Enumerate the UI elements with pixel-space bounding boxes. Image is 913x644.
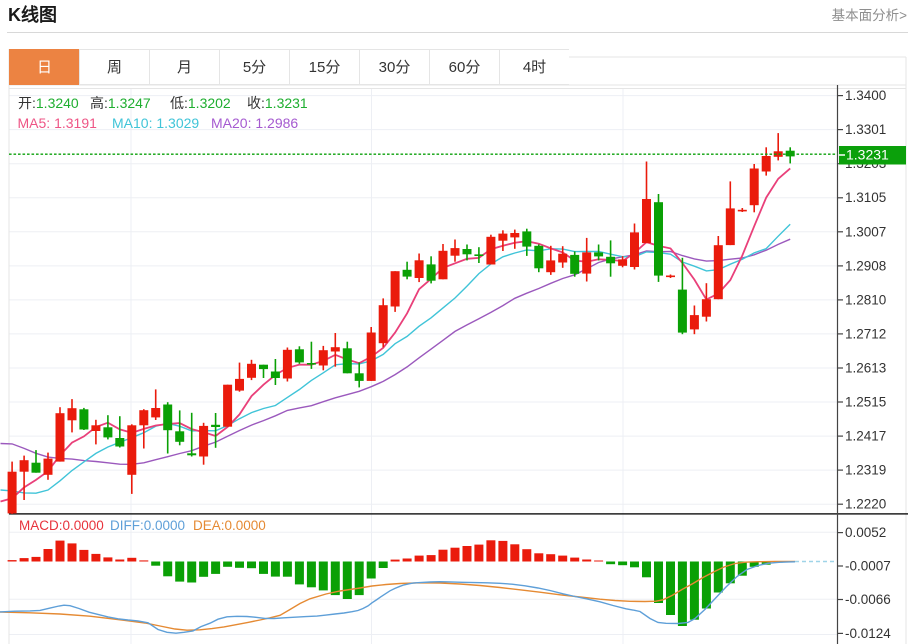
svg-text:1.2417: 1.2417 (845, 429, 886, 444)
svg-text:0.0052: 0.0052 (845, 525, 886, 540)
svg-text:1.3105: 1.3105 (845, 190, 886, 205)
svg-text:1.3400: 1.3400 (845, 88, 886, 103)
svg-text:1.2220: 1.2220 (845, 497, 886, 512)
svg-text:-0.0007: -0.0007 (845, 559, 891, 574)
svg-text:-0.0124: -0.0124 (845, 626, 891, 641)
svg-text:1.3231: 1.3231 (846, 147, 889, 163)
svg-text:-0.0066: -0.0066 (845, 592, 891, 607)
svg-text:1.2810: 1.2810 (845, 292, 886, 307)
svg-text:1.2712: 1.2712 (845, 326, 886, 341)
svg-text:1.2908: 1.2908 (845, 258, 886, 273)
svg-text:1.2515: 1.2515 (845, 395, 886, 410)
svg-text:1.3301: 1.3301 (845, 122, 886, 137)
svg-text:1.2613: 1.2613 (845, 361, 886, 376)
svg-text:1.2319: 1.2319 (845, 463, 886, 478)
svg-text:1.3007: 1.3007 (845, 224, 886, 239)
